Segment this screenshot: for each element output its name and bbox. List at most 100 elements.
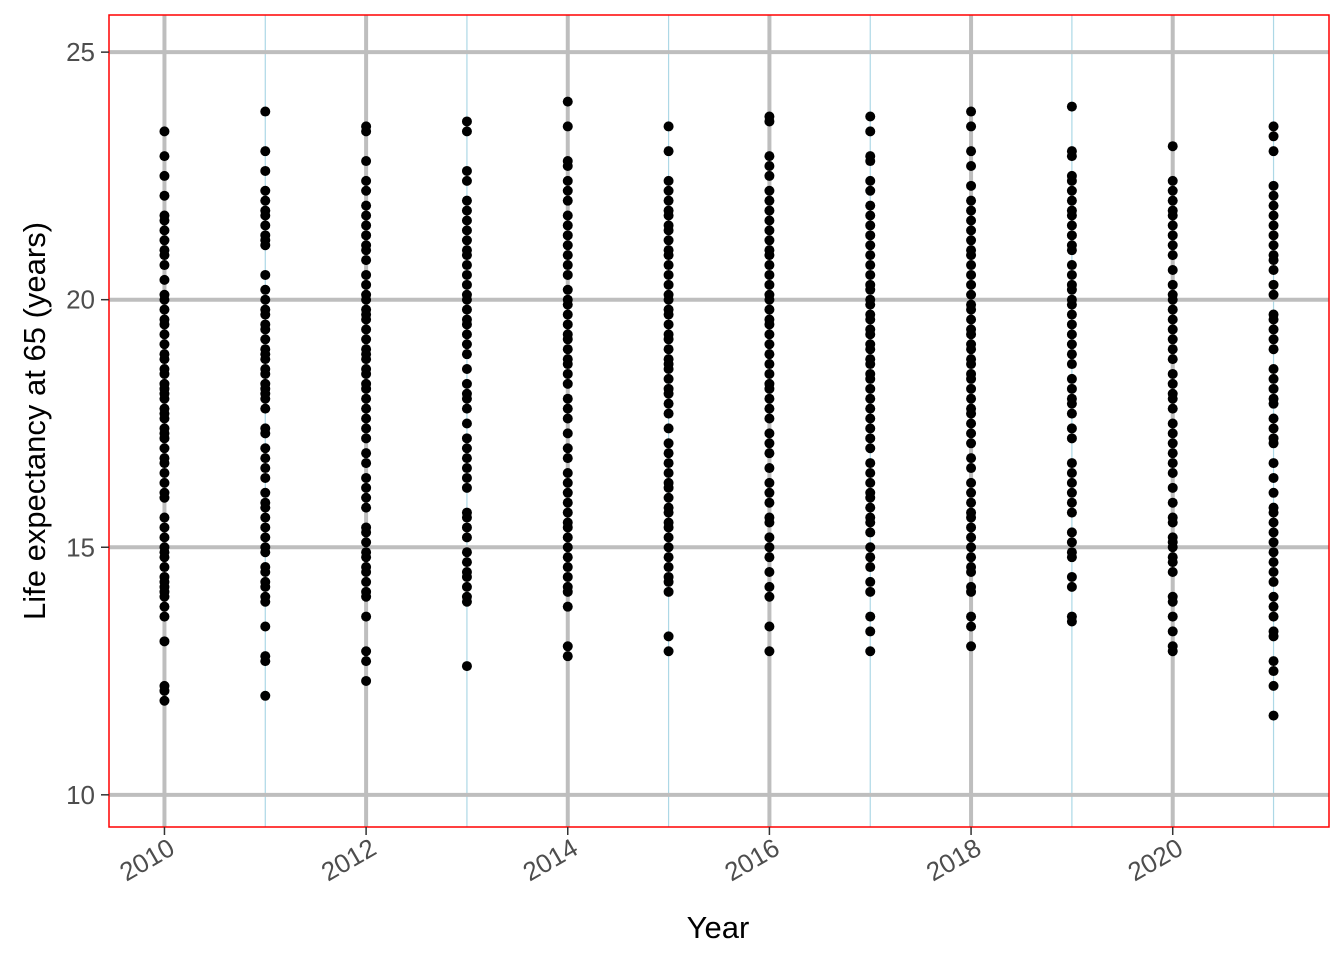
data-point bbox=[966, 279, 977, 290]
data-point bbox=[865, 611, 876, 622]
data-point bbox=[865, 542, 876, 553]
data-point bbox=[865, 354, 876, 365]
data-point bbox=[361, 502, 372, 513]
data-point bbox=[764, 245, 775, 256]
data-point bbox=[663, 344, 674, 355]
data-point bbox=[1167, 641, 1178, 652]
data-point bbox=[361, 448, 372, 459]
data-point bbox=[562, 329, 573, 340]
data-point bbox=[865, 309, 876, 320]
data-point bbox=[1167, 354, 1178, 365]
data-point bbox=[663, 383, 674, 394]
data-point bbox=[764, 378, 775, 389]
data-point bbox=[361, 364, 372, 375]
data-point bbox=[663, 269, 674, 280]
data-point bbox=[1066, 279, 1077, 290]
data-point bbox=[361, 210, 372, 221]
data-point bbox=[159, 611, 170, 622]
data-point bbox=[966, 611, 977, 622]
data-point bbox=[361, 289, 372, 300]
data-point bbox=[461, 532, 472, 543]
data-point bbox=[260, 344, 271, 355]
data-point bbox=[764, 359, 775, 370]
data-point bbox=[361, 562, 372, 573]
data-point bbox=[764, 448, 775, 459]
data-point bbox=[361, 230, 372, 241]
data-point bbox=[1268, 710, 1279, 721]
data-point bbox=[764, 329, 775, 340]
data-point bbox=[461, 289, 472, 300]
data-point bbox=[1268, 264, 1279, 275]
data-point bbox=[865, 626, 876, 637]
data-point bbox=[159, 601, 170, 612]
data-point bbox=[1268, 601, 1279, 612]
data-point bbox=[1268, 393, 1279, 404]
data-point bbox=[966, 324, 977, 335]
data-point bbox=[1066, 571, 1077, 582]
data-point bbox=[1268, 383, 1279, 394]
data-point bbox=[865, 458, 876, 469]
data-point bbox=[966, 245, 977, 256]
data-point bbox=[1066, 487, 1077, 498]
data-point bbox=[1268, 433, 1279, 444]
data-point bbox=[1066, 260, 1077, 271]
data-point bbox=[966, 522, 977, 533]
data-point bbox=[865, 562, 876, 573]
data-point bbox=[966, 235, 977, 246]
data-point bbox=[461, 205, 472, 216]
data-point bbox=[260, 195, 271, 206]
data-point bbox=[865, 393, 876, 404]
data-point bbox=[663, 542, 674, 553]
data-point bbox=[966, 146, 977, 157]
data-point bbox=[764, 477, 775, 488]
data-point bbox=[966, 368, 977, 379]
data-point bbox=[1066, 393, 1077, 404]
data-point bbox=[1066, 581, 1077, 592]
data-point bbox=[260, 591, 271, 602]
data-point bbox=[1268, 527, 1279, 538]
data-point bbox=[663, 289, 674, 300]
data-point bbox=[461, 215, 472, 226]
data-point bbox=[461, 567, 472, 578]
data-point bbox=[159, 695, 170, 706]
data-point bbox=[1167, 388, 1178, 399]
data-point bbox=[562, 378, 573, 389]
data-point bbox=[663, 492, 674, 503]
data-point bbox=[159, 467, 170, 478]
data-point bbox=[764, 487, 775, 498]
data-point bbox=[966, 507, 977, 518]
data-point bbox=[1066, 205, 1077, 216]
data-point bbox=[663, 552, 674, 563]
data-point bbox=[1066, 329, 1077, 340]
data-point bbox=[1167, 512, 1178, 523]
data-point bbox=[260, 185, 271, 196]
data-point bbox=[663, 517, 674, 528]
data-point bbox=[764, 403, 775, 414]
data-point bbox=[260, 403, 271, 414]
data-point bbox=[764, 512, 775, 523]
data-point bbox=[1066, 349, 1077, 360]
data-point bbox=[562, 552, 573, 563]
data-point bbox=[361, 269, 372, 280]
data-point bbox=[260, 319, 271, 330]
data-point bbox=[260, 690, 271, 701]
data-point bbox=[966, 289, 977, 300]
data-point bbox=[1167, 458, 1178, 469]
data-point bbox=[663, 235, 674, 246]
data-point bbox=[966, 532, 977, 543]
data-point bbox=[1268, 487, 1279, 498]
data-point bbox=[1167, 438, 1178, 449]
data-point bbox=[361, 458, 372, 469]
data-point bbox=[764, 621, 775, 632]
data-point bbox=[966, 383, 977, 394]
data-point bbox=[1268, 121, 1279, 132]
data-point bbox=[1167, 611, 1178, 622]
data-point bbox=[361, 611, 372, 622]
data-point bbox=[865, 502, 876, 513]
data-point bbox=[1066, 101, 1077, 112]
data-point bbox=[159, 225, 170, 236]
data-point bbox=[260, 651, 271, 662]
data-point bbox=[361, 344, 372, 355]
data-point bbox=[461, 378, 472, 389]
data-point bbox=[1268, 344, 1279, 355]
